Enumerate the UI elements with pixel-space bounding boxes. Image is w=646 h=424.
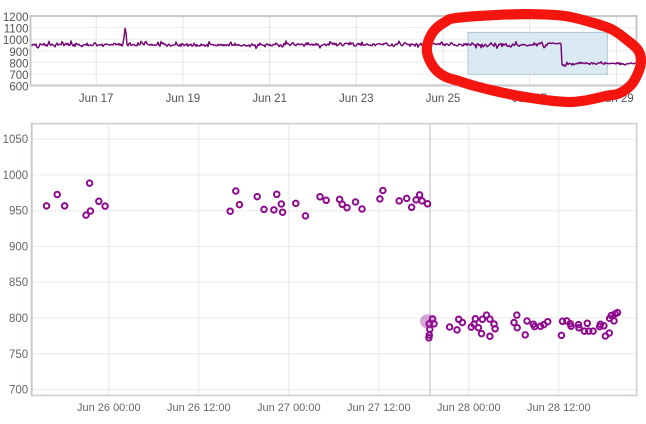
svg-text:Jun 17: Jun 17 [79,93,114,105]
svg-text:Jun 21: Jun 21 [252,93,287,105]
svg-text:Jun 26 12:00: Jun 26 12:00 [167,402,231,414]
svg-text:Jun 27 00:00: Jun 27 00:00 [257,402,321,414]
svg-text:Jun 28 12:00: Jun 28 12:00 [527,402,591,414]
svg-text:950: 950 [9,206,28,218]
svg-text:Jun 25: Jun 25 [426,93,461,105]
svg-text:1000: 1000 [3,35,29,47]
svg-text:850: 850 [9,277,28,289]
svg-text:800: 800 [9,58,28,70]
svg-text:900: 900 [9,47,28,59]
svg-text:1200: 1200 [3,12,29,24]
svg-text:Jun 19: Jun 19 [166,93,201,105]
svg-text:1000: 1000 [3,170,29,182]
svg-text:750: 750 [9,349,28,361]
svg-text:700: 700 [9,70,28,82]
svg-text:700: 700 [9,385,28,397]
svg-text:Jun 28 00:00: Jun 28 00:00 [437,402,501,414]
svg-text:Jun 26 00:00: Jun 26 00:00 [77,402,141,414]
svg-text:900: 900 [9,242,28,254]
svg-text:600: 600 [9,82,28,94]
svg-text:Jun 23: Jun 23 [339,93,374,105]
svg-text:1050: 1050 [3,134,29,146]
svg-text:1100: 1100 [4,24,29,36]
svg-text:Jun 27 12:00: Jun 27 12:00 [347,402,411,414]
svg-text:800: 800 [9,313,28,325]
